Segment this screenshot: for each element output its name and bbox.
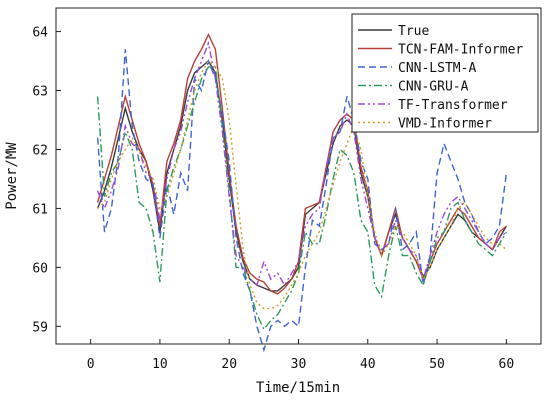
legend-label: TF-Transformer [398,98,508,113]
legend: True TCN-FAM-Informer CNN-LSTM-A CNN-GRU-A T… [351,13,539,133]
y-tick-label: 64 [32,26,48,41]
x-tick-label: 50 [429,357,445,372]
legend-label: CNN-GRU-A [398,80,469,95]
y-tick-label: 59 [32,320,48,335]
series-line-4 [96,40,507,287]
x-tick-label: 40 [360,357,376,372]
x-tick-label: 20 [221,357,237,372]
y-tick-label: 60 [32,261,48,276]
y-tick-label: 63 [32,85,48,100]
x-tick-label: 30 [291,357,307,372]
series-line-1 [96,32,507,295]
series-lines [96,32,508,353]
y-tick-label: 61 [32,202,48,217]
x-tick-label: 0 [87,357,95,372]
axis-ticks: 0 10 20 30 40 50 60 59 60 61 62 63 64 [32,26,514,372]
legend-label: True [398,24,429,39]
y-tick-label: 62 [32,143,48,158]
legend-box [351,13,539,133]
series-line-2 [96,49,508,353]
legend-label: CNN-LSTM-A [398,61,476,76]
x-tick-label: 10 [152,357,168,372]
legend-label: TCN-FAM-Informer [398,43,523,58]
legend-label: VMD-Informer [398,117,492,132]
x-tick-label: 60 [499,357,515,372]
x-axis-title: Time/15min [256,380,340,396]
series-line-3 [96,66,508,331]
y-axis-title: Power/MW [4,142,20,210]
